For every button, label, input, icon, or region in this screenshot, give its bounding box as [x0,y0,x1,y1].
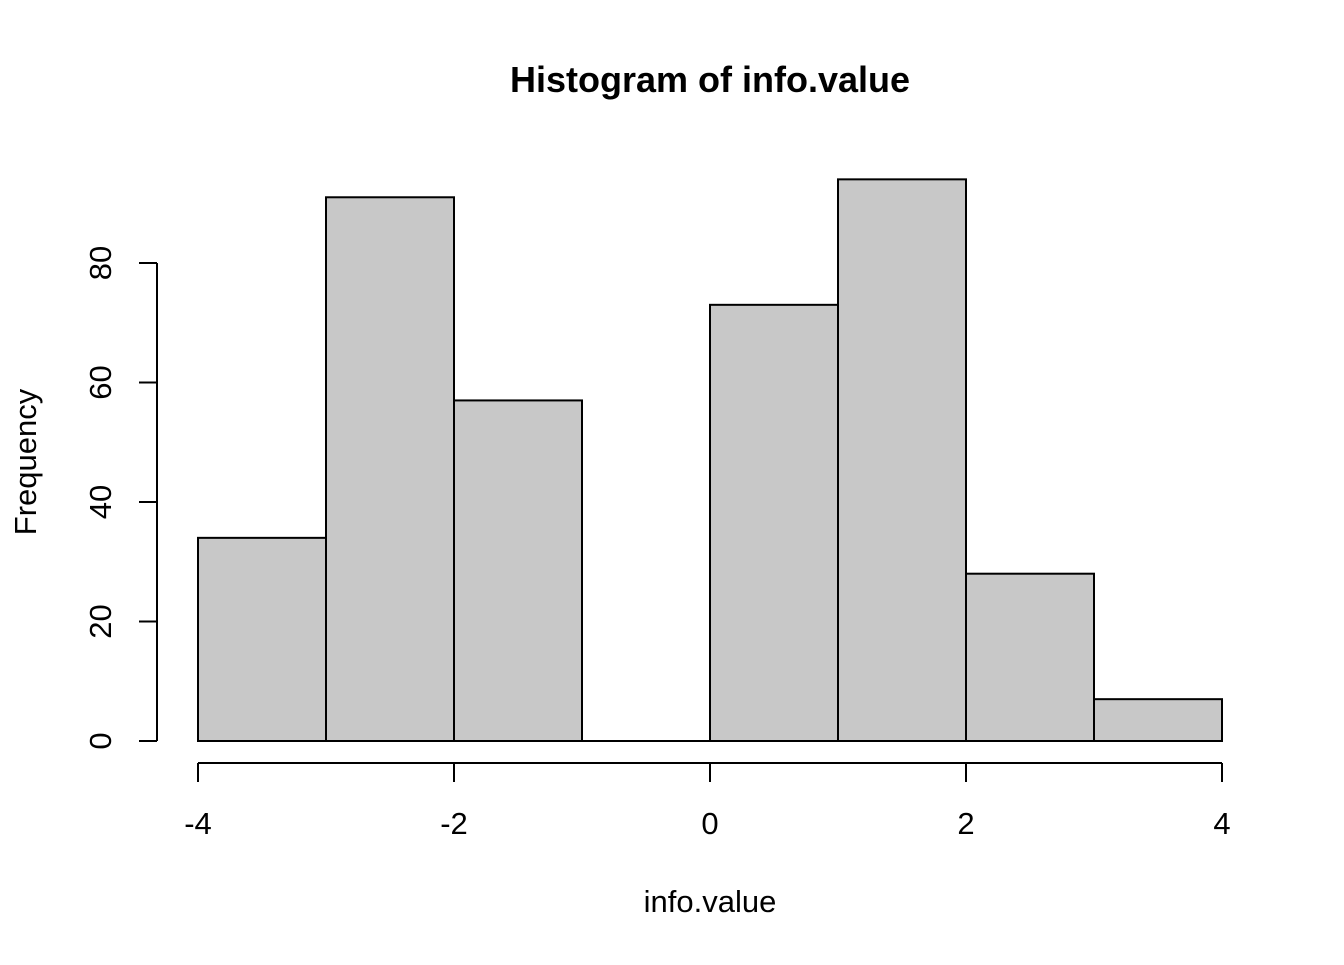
x-tick-label: -2 [440,806,468,841]
chart-title: Histogram of info.value [510,59,910,100]
histogram-bar [325,196,455,742]
x-tick-label: 0 [701,806,718,841]
y-axis: 0 20 40 60 80 [83,246,158,750]
y-tick-label: 80 [83,246,118,280]
x-axis: -4 -2 0 2 4 [184,762,1231,841]
y-tick-label: 40 [83,485,118,519]
histogram-bar [1093,698,1223,742]
histogram-bar [965,572,1095,743]
x-tick-label: 2 [957,806,974,841]
histogram-bar [197,536,327,742]
y-tick-label: 0 [83,732,118,749]
y-tick-label: 20 [83,604,118,638]
histogram-bar [453,399,583,742]
x-axis-label: info.value [644,884,777,919]
histogram-bar [837,178,967,743]
histogram-bar [709,303,839,742]
y-tick-label: 60 [83,365,118,399]
x-tick-label: 4 [1213,806,1230,841]
x-tick-label: -4 [184,806,212,841]
y-axis-label: Frequency [8,388,43,535]
bars-layer [197,178,1223,743]
